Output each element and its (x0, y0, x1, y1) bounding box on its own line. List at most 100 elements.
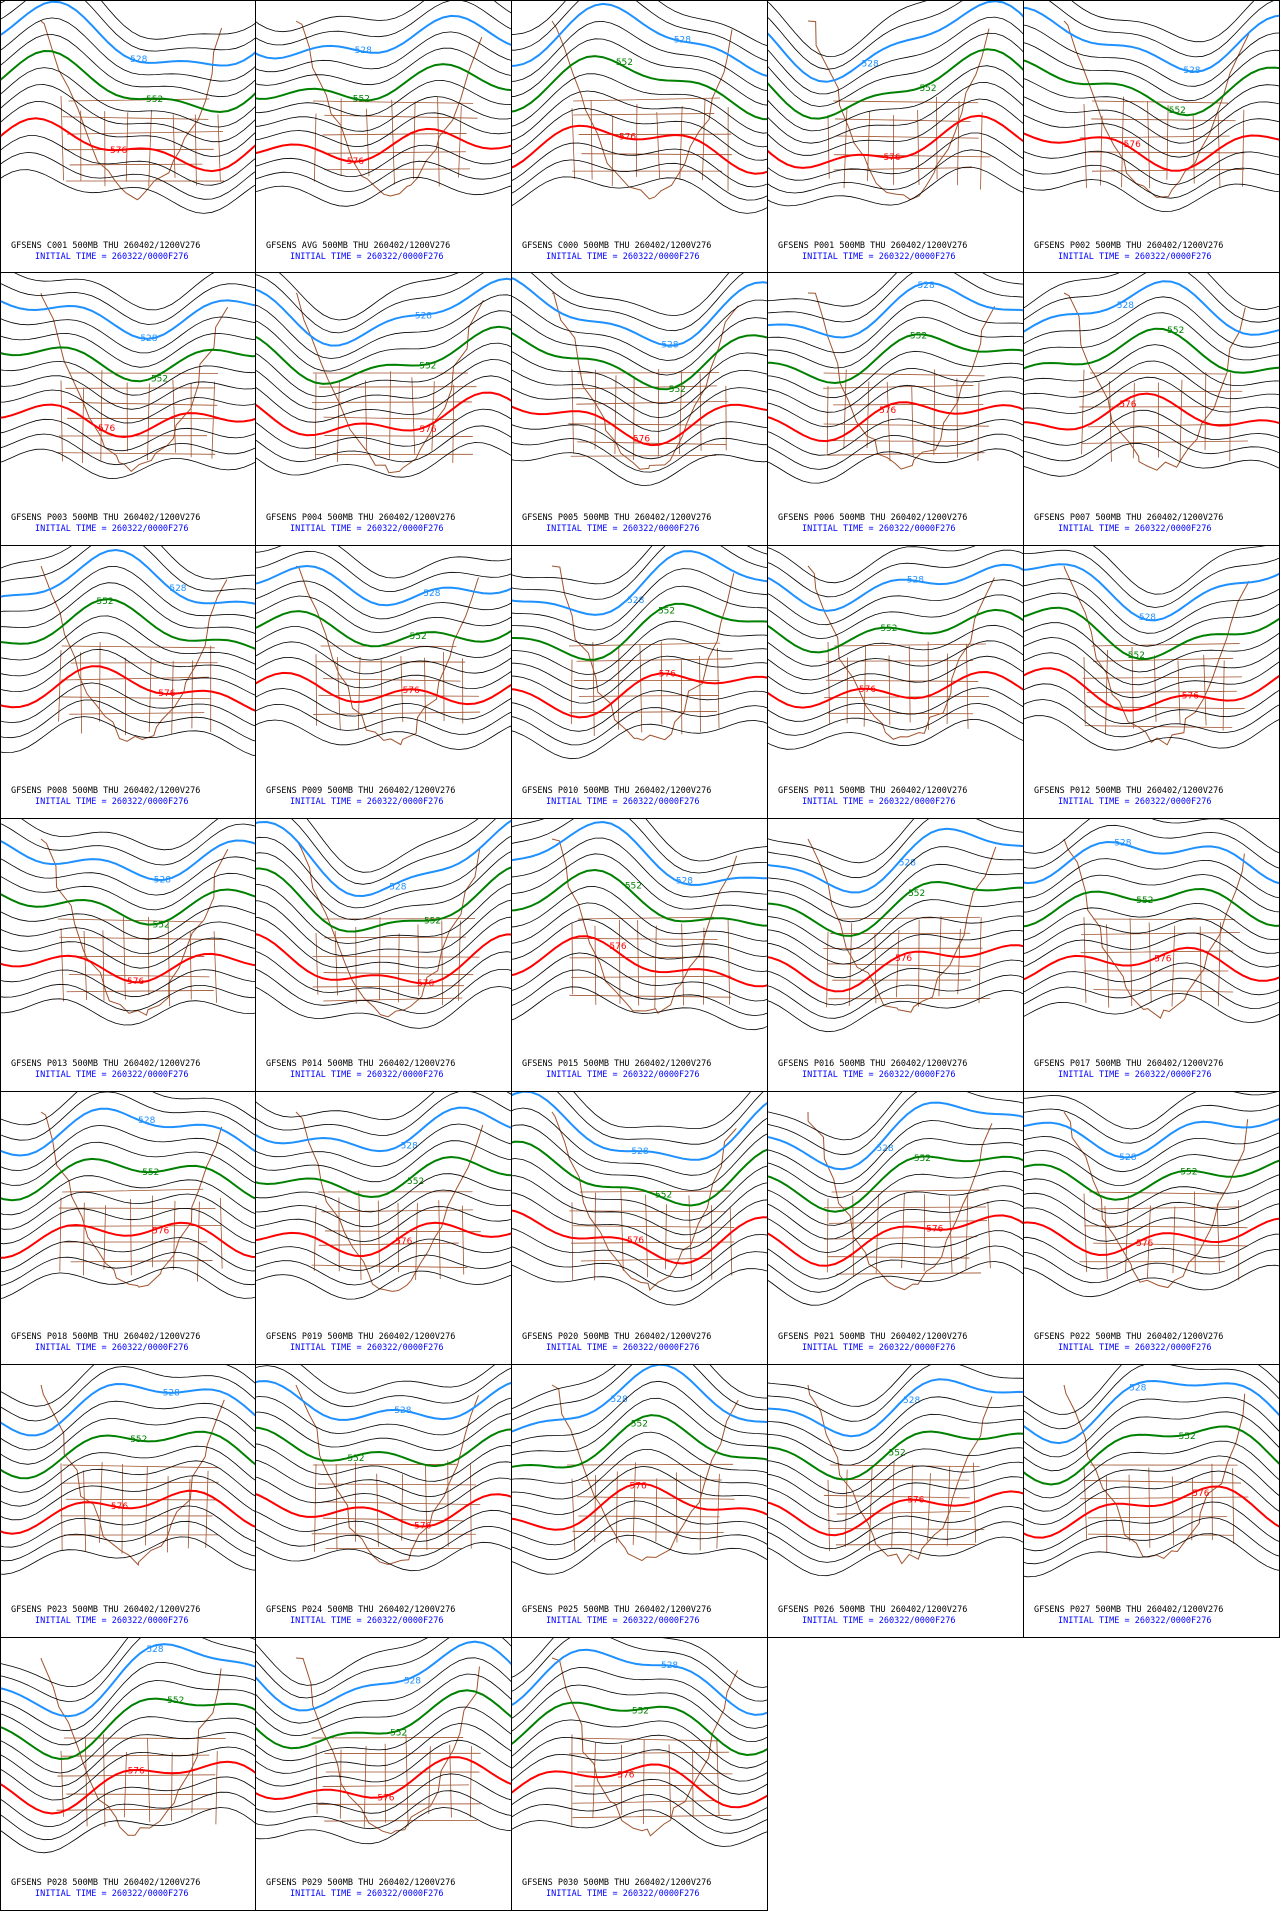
contour (550, 273, 730, 317)
coastline (807, 1384, 993, 1565)
coastline (1063, 20, 1250, 198)
contour-label: 528 (404, 1676, 421, 1686)
key-contour (768, 401, 1023, 443)
map-borders (58, 1188, 223, 1282)
contour-label: 576 (110, 146, 127, 156)
contour-label: 528 (355, 46, 372, 56)
contour (14, 273, 215, 311)
contour-label: 552 (407, 1177, 424, 1187)
contour (1, 1092, 255, 1126)
map: 528 552 576 (512, 1, 767, 214)
panel-title: GFSENS P030 500MB THU 260402/1200V276 (522, 1878, 712, 1888)
contour (1, 1776, 255, 1828)
contour (1, 716, 255, 757)
contour (1, 1092, 255, 1141)
key-contour (512, 1365, 767, 1433)
contour (512, 952, 767, 1002)
contour (1, 969, 255, 998)
contour (1024, 715, 1279, 751)
contour-label: 528 (903, 1396, 920, 1406)
contour (1024, 1188, 1279, 1228)
contour-label: 552 (419, 361, 436, 371)
ensemble-panel: 528 552 576 GFSENS P018 500MB THU 260402/12… (0, 1092, 256, 1365)
initial-time: INITIAL TIME = 260322/0000F276 (35, 524, 189, 534)
map-borders (1079, 96, 1245, 189)
contour (1024, 1533, 1279, 1578)
contour (512, 1734, 767, 1782)
key-contour (1, 117, 255, 173)
key-contour (1, 952, 255, 984)
key-contour (768, 608, 1023, 654)
contour (256, 595, 511, 634)
map: 528 552 576 (256, 546, 511, 750)
contour-label: 576 (1154, 955, 1171, 965)
contour (1, 360, 255, 396)
contour-label: 576 (1192, 1489, 1209, 1499)
coastline (295, 838, 481, 1018)
map: 528 552 576 (256, 1638, 511, 1845)
contour (1, 856, 255, 896)
contour (768, 915, 1023, 965)
key-contour (1024, 392, 1279, 431)
map: 528 552 576 (1024, 1092, 1279, 1298)
panel-title: GFSENS C000 500MB THU 260402/1200V276 (522, 241, 712, 251)
key-contour (1, 299, 255, 340)
contour-label: 552 (1167, 326, 1184, 336)
key-contour (1024, 132, 1279, 172)
contour (512, 986, 767, 1031)
contour (512, 1397, 767, 1456)
contour (768, 546, 976, 584)
contour (512, 387, 767, 432)
ensemble-panel: 528 552 576 GFSENS P019 500MB THU 260402/12… (256, 1092, 512, 1365)
panel-title: GFSENS P012 500MB THU 260402/1200V276 (1034, 786, 1224, 796)
contour (512, 720, 767, 760)
map: 528 552 576 (512, 1092, 767, 1306)
key-contour (1024, 6, 1279, 73)
contour-label: 552 (146, 95, 163, 105)
contour (512, 1228, 767, 1278)
contour (768, 1170, 1023, 1226)
panel-title: GFSENS P006 500MB THU 260402/1200V276 (778, 513, 968, 523)
contour (768, 863, 1023, 923)
contour (1, 546, 255, 592)
contour (1, 433, 255, 466)
ensemble-panel: 528 552 576 GFSENS P002 500MB THU 260402/12… (1024, 0, 1280, 273)
key-contour (256, 564, 511, 607)
contour (512, 837, 767, 898)
contour-label: 576 (617, 1770, 634, 1780)
contour (768, 433, 1023, 470)
key-contour (1024, 59, 1279, 117)
contour (256, 375, 511, 423)
contour (768, 299, 1023, 354)
coastline (295, 1657, 480, 1835)
coastline (807, 838, 997, 1013)
key-contour (256, 1689, 511, 1750)
panel-title: GFSENS P025 500MB THU 260402/1200V276 (522, 1605, 712, 1615)
contour (512, 969, 767, 1017)
contour-label: 576 (419, 425, 436, 435)
key-contour (1, 1643, 255, 1718)
contour (512, 1, 767, 62)
contour (1024, 578, 1279, 634)
contour (256, 96, 511, 132)
contour-label: 552 (347, 1454, 364, 1464)
map: 528 552 576 (256, 1365, 511, 1572)
contour (768, 929, 1023, 979)
contour (1024, 1092, 1278, 1130)
key-contour (512, 332, 767, 391)
contour (512, 902, 767, 957)
contour (1024, 622, 1279, 673)
contour-label: 576 (127, 977, 144, 987)
panel-title: GFSENS P002 500MB THU 260402/1200V276 (1034, 241, 1224, 251)
initial-time: INITIAL TIME = 260322/0000F276 (290, 1616, 444, 1626)
contour (1024, 1517, 1279, 1565)
ensemble-panel: 528 552 576 GFSENS P001 500MB THU 260402/12… (768, 0, 1024, 273)
contour (512, 142, 767, 188)
contour (1024, 344, 1279, 387)
contour-label: 552 (914, 1154, 931, 1164)
map: 528 552 576 (768, 1092, 1023, 1306)
ensemble-panel: 528 552 576 GFSENS P024 500MB THU 260402/12… (256, 1365, 512, 1638)
contour-label: 528 (899, 858, 916, 868)
contour (768, 1365, 1023, 1422)
contour (1, 1661, 255, 1732)
